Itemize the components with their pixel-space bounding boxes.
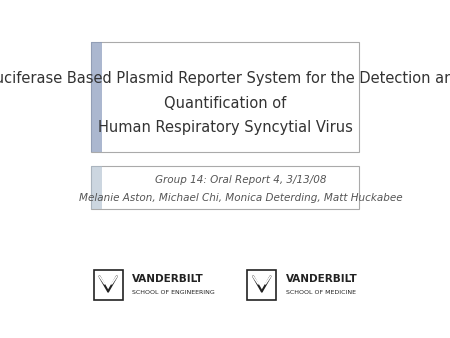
FancyBboxPatch shape	[90, 42, 102, 152]
FancyBboxPatch shape	[248, 270, 276, 300]
Text: Quantification of: Quantification of	[164, 96, 286, 111]
Text: VANDERBILT: VANDERBILT	[286, 274, 358, 284]
FancyBboxPatch shape	[94, 270, 122, 300]
Text: VANDERBILT: VANDERBILT	[132, 274, 204, 284]
FancyBboxPatch shape	[90, 42, 360, 152]
Text: Luciferase Based Plasmid Reporter System for the Detection and: Luciferase Based Plasmid Reporter System…	[0, 71, 450, 86]
Text: Melanie Aston, Michael Chi, Monica Deterding, Matt Huckabee: Melanie Aston, Michael Chi, Monica Deter…	[79, 193, 403, 203]
FancyBboxPatch shape	[90, 166, 360, 209]
Text: SCHOOL OF ENGINEERING: SCHOOL OF ENGINEERING	[132, 290, 215, 294]
Text: SCHOOL OF MEDICINE: SCHOOL OF MEDICINE	[286, 290, 356, 294]
Text: Human Respiratory Syncytial Virus: Human Respiratory Syncytial Virus	[98, 120, 352, 135]
Text: Group 14: Oral Report 4, 3/13/08: Group 14: Oral Report 4, 3/13/08	[155, 175, 327, 185]
FancyBboxPatch shape	[90, 166, 102, 209]
